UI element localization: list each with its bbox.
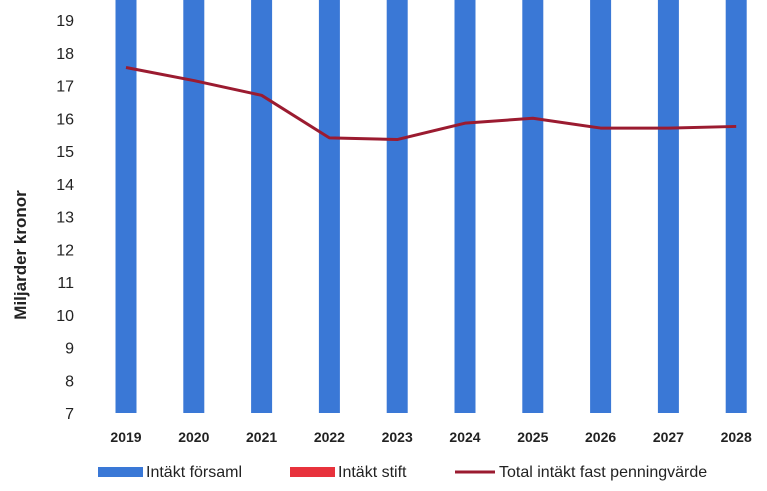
x-tick-label: 2028 (721, 429, 752, 445)
legend: Intäkt församl Intäkt stift Total intäkt f… (98, 464, 707, 481)
x-tick-label: 2019 (110, 429, 141, 445)
x-tick-label: 2022 (314, 429, 345, 445)
y-tick-label: 9 (65, 341, 74, 358)
y-tick-label: 8 (65, 373, 74, 390)
x-tick-label: 2024 (449, 429, 480, 445)
bar-forsamling (725, 0, 747, 413)
y-axis-label: Miljarder kronor (11, 190, 30, 320)
bar-forsamling (115, 0, 137, 413)
y-tick-label: 13 (56, 210, 74, 227)
y-tick-label: 11 (57, 275, 74, 292)
legend-label: Intäkt församl (146, 464, 242, 481)
y-tick-label: 10 (56, 308, 74, 325)
y-tick-label: 15 (56, 144, 74, 161)
bar-forsamling (318, 0, 340, 414)
total-line (125, 66, 737, 142)
x-tick-label: 2026 (585, 429, 616, 445)
bar-forsamling (590, 0, 612, 413)
x-tick-label: 2027 (653, 429, 684, 445)
bar-forsamling (251, 0, 273, 413)
legend-label: Intäkt stift (338, 464, 407, 481)
bar-forsamling (657, 0, 679, 414)
y-tick-label: 7 (65, 406, 74, 423)
y-axis-ticks: 7 8 9 10 11 12 13 14 15 16 17 18 19 (56, 13, 74, 423)
legend-label: Total intäkt fast penningvärde (499, 464, 707, 481)
x-tick-label: 2023 (382, 429, 413, 445)
y-tick-label: 14 (56, 177, 74, 194)
line-total-intakt (125, 66, 737, 142)
bar-forsamling (183, 0, 205, 413)
y-tick-label: 19 (56, 13, 74, 30)
x-tick-label: 2020 (178, 429, 209, 445)
bar-forsamling (386, 0, 408, 413)
y-tick-label: 17 (56, 79, 74, 96)
x-tick-label: 2025 (517, 429, 548, 445)
y-tick-label: 18 (56, 46, 74, 63)
bar-forsamling (454, 0, 476, 413)
legend-swatch-stift (290, 467, 335, 477)
legend-swatch-forsamling (98, 467, 143, 477)
bars (115, 0, 747, 414)
y-tick-label: 12 (56, 242, 74, 259)
bar-forsamling (522, 0, 544, 413)
x-tick-label: 2021 (246, 429, 277, 445)
y-tick-label: 16 (56, 111, 74, 128)
x-axis-ticks: 2019 2020 2021 2022 2023 2024 2025 2026 2027 2028 (110, 429, 752, 445)
